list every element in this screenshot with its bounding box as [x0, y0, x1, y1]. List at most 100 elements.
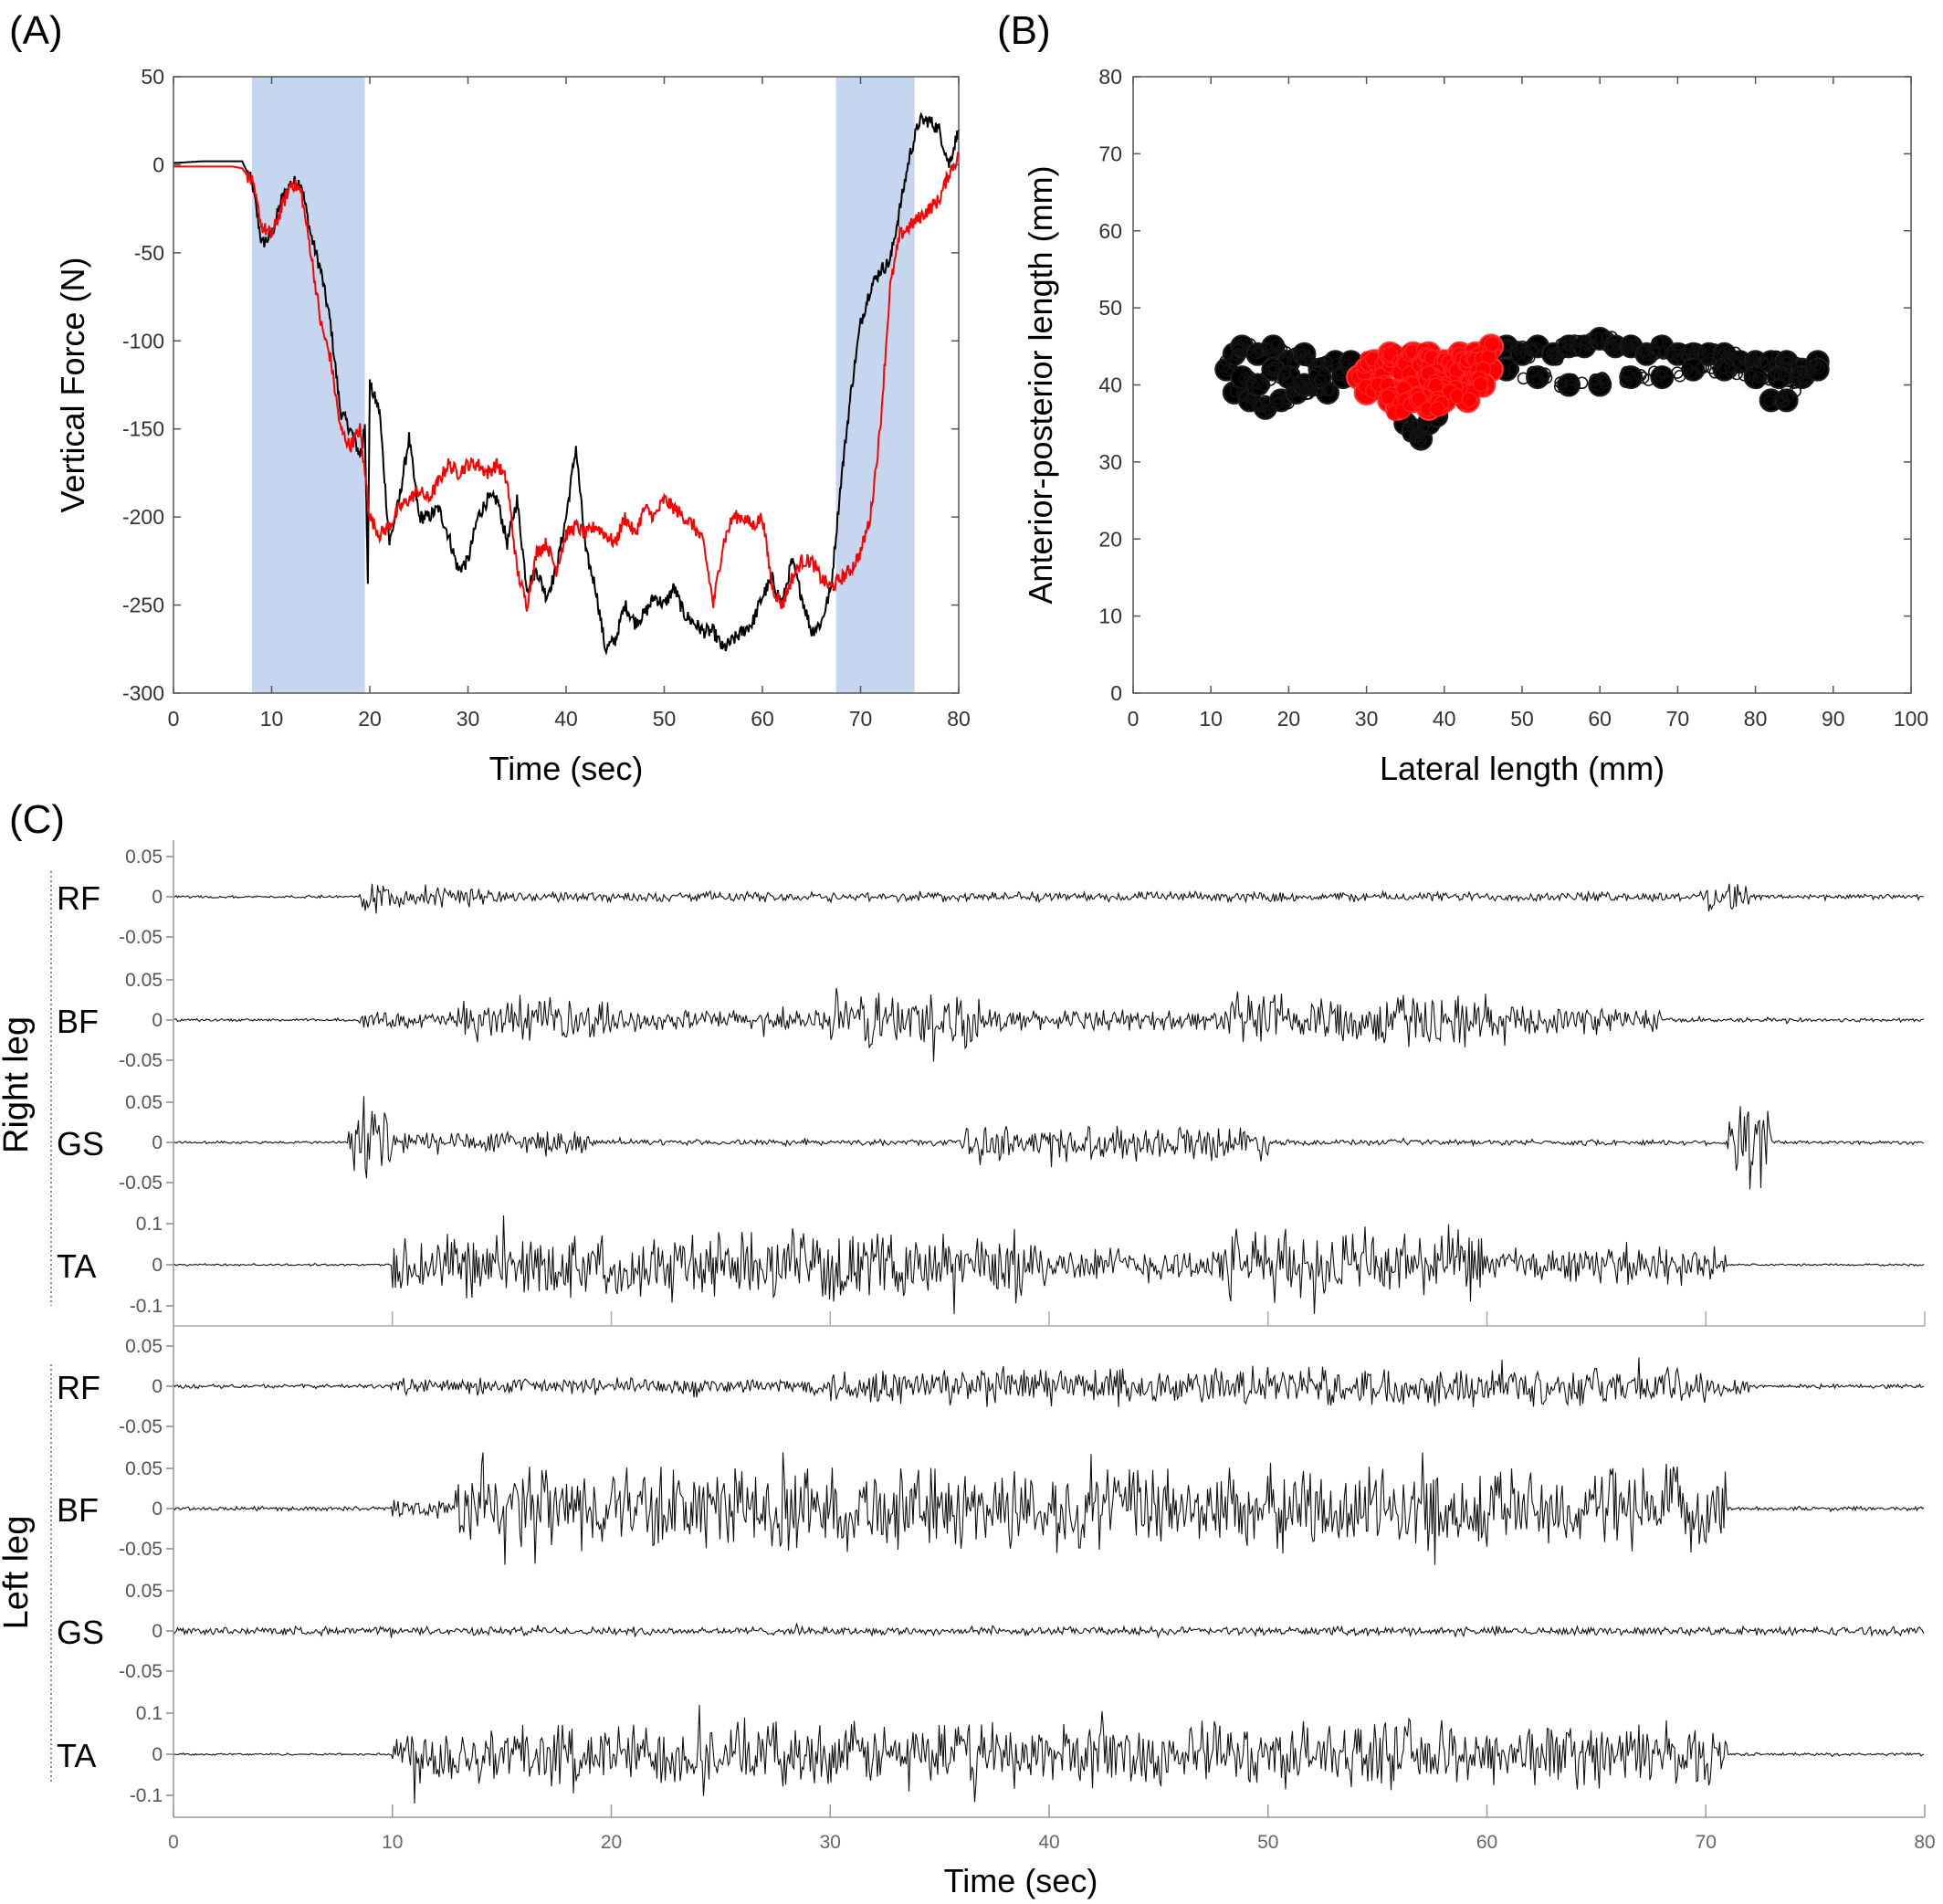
x-tick-label: 20 — [358, 707, 382, 731]
cop-point-black — [1605, 338, 1619, 352]
x-tick-label: 90 — [1822, 707, 1845, 731]
y-tick-label: 0 — [152, 1499, 163, 1520]
cop-point-black — [1565, 379, 1579, 393]
cop-point-black — [1517, 372, 1530, 385]
y-tick-label: -0.1 — [130, 1785, 163, 1806]
y-tick-label: 0 — [152, 1010, 163, 1031]
emg-trace — [173, 1704, 1925, 1804]
cop-point-black — [1260, 369, 1274, 383]
cop-point-black — [1294, 376, 1307, 389]
y-tick-label: 70 — [1098, 142, 1122, 165]
cop-point-black — [1219, 354, 1233, 367]
cop-point-black — [1762, 394, 1776, 408]
x-tick-label: 0 — [168, 707, 180, 731]
cop-point-black — [1270, 339, 1283, 352]
y-tick-label: -300 — [122, 681, 164, 705]
cop-point-black — [1709, 358, 1722, 371]
cop-point-black — [1674, 370, 1686, 383]
cop-point-black — [1274, 346, 1287, 359]
cop-point-black — [1510, 340, 1523, 353]
x-tick-label: 40 — [1038, 1832, 1059, 1853]
cop-point-black — [1223, 362, 1236, 375]
y-tick-label: 40 — [1098, 373, 1122, 397]
cop-point-black — [1245, 391, 1258, 404]
cop-point-black — [1738, 369, 1751, 382]
muscle-label-rf: RF — [57, 1369, 100, 1406]
cop-point-black — [1730, 367, 1743, 381]
y-tick-label: 0.05 — [125, 847, 163, 868]
cop-point-black — [1245, 376, 1259, 390]
cop-point-black — [1255, 343, 1268, 356]
cop-point-black — [1777, 353, 1791, 367]
x-tick-label: 20 — [1277, 707, 1301, 731]
cop-point-black — [1693, 344, 1707, 357]
cop-point-black — [1756, 355, 1769, 369]
cop-point-black — [1316, 357, 1329, 370]
cop-point-black — [1568, 334, 1581, 347]
cop-point-black — [1580, 335, 1593, 348]
cop-point-black — [1770, 368, 1783, 381]
x-tick-label: 50 — [653, 707, 677, 731]
cop-point-black — [1566, 373, 1579, 386]
cop-point-black — [1780, 351, 1793, 363]
emg-trace — [173, 1452, 1925, 1565]
x-tick-label: 10 — [1199, 707, 1223, 731]
panel-label-b: (B) — [997, 8, 1051, 53]
cop-point-black — [1241, 386, 1254, 399]
cop-point-red — [1410, 391, 1427, 407]
cop-point-black — [1660, 374, 1673, 388]
muscle-label-gs: GS — [57, 1614, 104, 1651]
muscle-label-bf: BF — [57, 1491, 99, 1529]
y-tick-label: -100 — [122, 329, 164, 352]
cop-point-black — [1782, 374, 1795, 388]
y-tick-label: 50 — [141, 65, 164, 89]
cop-point-black — [1414, 427, 1428, 440]
cop-point-black — [1334, 368, 1347, 382]
cop-point-black — [1257, 405, 1271, 418]
cop-point-black — [1280, 392, 1294, 405]
panel-b: (B)0 10 20 30 40 50 60 70 80 90 100807060504030201… — [997, 8, 1928, 787]
cop-point-black — [1627, 339, 1641, 352]
cop-point-black — [1539, 372, 1553, 384]
cop-point-red — [1461, 392, 1477, 408]
x-tick-label: 50 — [1257, 1832, 1278, 1853]
cop-point-black — [1242, 376, 1255, 390]
cop-point-black — [1220, 364, 1234, 377]
cop-point-black — [1260, 342, 1273, 356]
panel-a: (A) 0 10 20 30 40 50 60 70 80 50 0 -50 -100 -150 -200 -2… — [9, 8, 971, 787]
cop-point-black — [1297, 382, 1310, 395]
cop-point-black — [1664, 346, 1676, 360]
y-tick-label: 0 — [1110, 681, 1122, 705]
cop-point-black — [1272, 392, 1285, 405]
cop-point-red — [1472, 375, 1489, 393]
y-tick-label: 30 — [1098, 450, 1122, 474]
x-tick-label: 0 — [1128, 707, 1140, 731]
force-series-line — [173, 152, 960, 612]
cop-point-black — [1665, 348, 1677, 362]
emg-trace — [173, 1622, 1925, 1639]
cop-point-black — [1313, 373, 1327, 386]
cop-point-black — [1555, 346, 1569, 360]
cop-point-black — [1553, 380, 1567, 394]
cop-point-black — [1644, 349, 1656, 362]
cop-point-black — [1648, 365, 1661, 378]
cop-point-black — [1780, 381, 1794, 394]
y-tick-label: 0.05 — [125, 1581, 163, 1602]
panel-label-a: (A) — [9, 8, 63, 53]
emg-trace — [173, 1096, 1925, 1190]
cop-point-black — [1549, 346, 1562, 360]
cop-point-black — [1708, 366, 1721, 379]
cop-point-black — [1771, 356, 1785, 370]
y-tick-label: 0.05 — [125, 970, 163, 991]
y-tick-label: 0 — [152, 1744, 163, 1765]
x-tick-label: 10 — [382, 1832, 403, 1853]
cop-point-black — [1268, 362, 1281, 374]
cop-point-black — [1322, 384, 1335, 397]
cop-point-black — [1619, 375, 1633, 388]
cop-point-red — [1484, 336, 1500, 352]
muscle-label-bf: BF — [57, 1003, 99, 1040]
y-tick-label: 0.1 — [136, 1214, 163, 1235]
cop-point-black — [1620, 365, 1633, 379]
cop-point-black — [1302, 352, 1316, 366]
y-tick-label: -0.05 — [119, 1539, 163, 1560]
